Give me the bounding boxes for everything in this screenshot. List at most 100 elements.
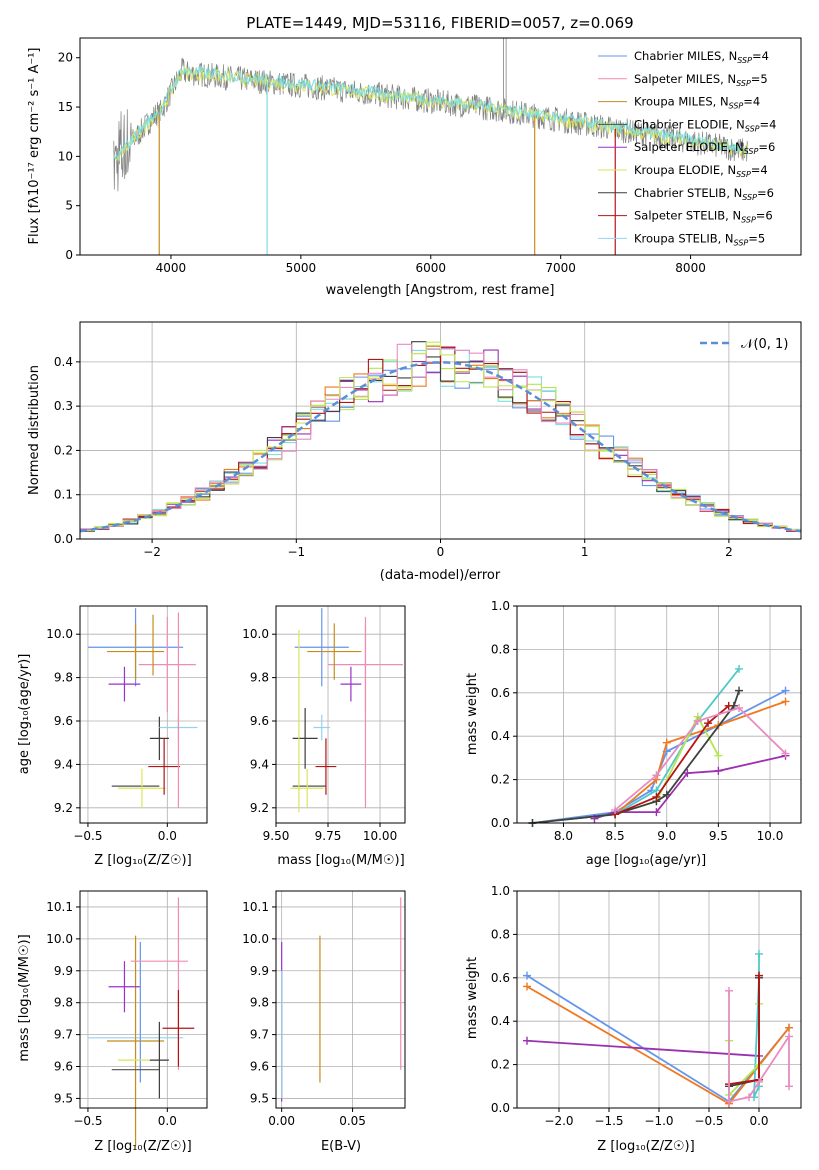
x-tick-label: 10.00: [363, 829, 397, 843]
x-tick-label: 10.0: [757, 829, 784, 843]
spectrum-panel: PLATE=1449, MJD=53116, FIBERID=0057, z=0…: [27, 14, 802, 298]
mass-weight-point: [735, 703, 744, 712]
mass-weight-vs-metallicity-plot: −2.0 −1.5 −1.0 −0.5 0.0 0.0 0.2 0.4 0.6 0.8 1.0: [491, 884, 802, 1128]
x-tick-label: 9.5: [709, 829, 728, 843]
x-tick-label: −0.5: [694, 1114, 723, 1128]
mass-weight-point: [755, 949, 763, 958]
mass-weight-vs-age-panel: 8.0 8.5 9.0 9.5 10.0 0.0 0.2 0.4 0.6 0.8 1.0 age […: [465, 599, 802, 868]
x-tick-label: 5000: [286, 261, 317, 275]
mass-vs-ebv-plot: 0.00 0.05 9.5 9.6 9.7 9.8 9.9 10.0 10.1: [242, 890, 406, 1128]
axes-frame: [79, 605, 208, 824]
y-tick-label: 9.8: [54, 671, 73, 685]
x-tick-label: 8.0: [554, 829, 573, 843]
y-tick-label: 0.4: [54, 355, 73, 369]
age-vs-mass-panel: 9.50 9.75 10.00 9.2 9.4 9.6 9.8 10.0 mass [log₁…: [242, 605, 406, 868]
y-tick-label: 9.4: [250, 757, 269, 771]
mass-weight-point: [781, 686, 790, 695]
plot-area: [290, 608, 403, 813]
mass-vs-ebv-xlabel: E(B-V): [321, 1139, 361, 1154]
y-tick-label: 9.7: [250, 1028, 269, 1042]
mass-weight-point: [704, 719, 713, 728]
mass-weight-point: [781, 749, 790, 758]
x-tick-label: −1.0: [644, 1114, 673, 1128]
spectrum-title: PLATE=1449, MJD=53116, FIBERID=0057, z=0…: [246, 14, 633, 32]
residual-histogram: [80, 341, 801, 532]
mass-weight-vs-age-plot: 8.0 8.5 9.0 9.5 10.0 0.0 0.2 0.4 0.6 0.8 1.0: [491, 599, 802, 843]
x-tick-label: −1.5: [594, 1114, 623, 1128]
y-tick-label: 0: [65, 248, 73, 262]
spectrum-ylabel: Flux [fλ10⁻¹⁷ erg cm⁻² s⁻¹ A⁻¹]: [27, 48, 42, 245]
mass-weight-point: [662, 738, 671, 747]
axes-frame: [79, 890, 208, 1109]
plot-area: [528, 664, 790, 827]
mass-weight-point: [724, 701, 733, 710]
residuals-ylabel: Normed distribution: [27, 365, 42, 495]
x-tick-label: 6000: [415, 261, 446, 275]
x-tick-label: 9.75: [315, 829, 342, 843]
mass-vs-metallicity-plot: −0.5 0.0 9.5 9.6 9.7 9.8 9.9 10.0 10.1: [46, 890, 208, 1147]
age-vs-metallicity-plot: −0.5 0.0 9.2 9.4 9.6 9.8 10.0: [46, 605, 208, 843]
legend-entry: Salpeter ELODIE, NSSP=6: [634, 140, 775, 156]
x-tick-label: 9.0: [657, 829, 676, 843]
x-tick-label: −2: [143, 545, 161, 559]
normal-curve-legend-label: 𝒩(0, 1): [741, 337, 788, 352]
spectrum-legend: Chabrier MILES, NSSP=4 Salpeter MILES, NS…: [598, 49, 776, 247]
mass-weight-point: [785, 1023, 793, 1032]
y-tick-label: 10.0: [242, 932, 269, 946]
axes-frame: [516, 605, 802, 824]
residuals-xlabel: (data-model)/error: [380, 568, 501, 583]
legend-entry: Chabrier MILES, NSSP=4: [634, 49, 769, 65]
age-vs-mass-plot: 9.50 9.75 10.00 9.2 9.4 9.6 9.8 10.0: [242, 605, 406, 843]
y-tick-label: 0.2: [491, 1058, 510, 1072]
plot-area: [79, 341, 802, 533]
y-tick-label: 0.0: [491, 816, 510, 830]
x-tick-label: 0.05: [339, 1114, 366, 1128]
mass-weight-point: [781, 697, 790, 706]
x-tick-label: −1: [287, 545, 305, 559]
y-tick-label: 9.6: [250, 1060, 269, 1074]
y-tick-label: 0.4: [491, 1014, 510, 1028]
y-tick-label: 9.6: [54, 1060, 73, 1074]
y-tick-label: 9.4: [54, 757, 73, 771]
y-tick-label: 9.9: [250, 964, 269, 978]
axes-frame: [275, 890, 406, 1109]
mass-weight-series: [532, 690, 740, 824]
spectrum-plot: 4000 5000 6000 7000 8000 0 5 10 15 20: [58, 37, 802, 275]
mass-weight-point: [683, 769, 692, 778]
residuals-panel: −2 −1 0 1 2 0.0 0.1 0.2 0.3 0.4 (data-model)/erro…: [27, 321, 802, 583]
y-tick-label: 9.8: [250, 671, 269, 685]
y-tick-label: 10.0: [46, 932, 73, 946]
x-tick-label: 0.0: [158, 829, 177, 843]
mass-weight-point: [735, 686, 744, 695]
age-vs-metallicity-panel: −0.5 0.09.29.49.69.810.0 Z [log₁₀(Z/Z☉)] …: [17, 605, 208, 868]
y-tick-label: 10.0: [46, 627, 73, 641]
y-tick-label: 0.2: [54, 443, 73, 457]
x-tick-label: 0.00: [268, 1114, 295, 1128]
y-tick-label: 0.4: [491, 729, 510, 743]
mass-weight-point: [725, 1097, 733, 1106]
y-tick-label: 9.2: [54, 801, 73, 815]
legend-entry: Kroupa ELODIE, NSSP=4: [634, 163, 768, 179]
mass-vs-ebv-panel: 0.00 0.05 9.5 9.6 9.7 9.8 9.9 10.0 10.1 E(B-V): [242, 890, 406, 1154]
mass-weight-vs-age-ylabel: mass weight: [465, 673, 480, 755]
mass-weight-point: [755, 971, 763, 980]
mass-weight-point: [714, 751, 723, 760]
mass-weight-point: [785, 1032, 793, 1041]
plot-area: [87, 897, 195, 1147]
legend-entry: Chabrier ELODIE, NSSP=4: [634, 117, 776, 133]
legend-entry: Chabrier STELIB, NSSP=6: [634, 186, 774, 202]
y-tick-label: 9.7: [54, 1028, 73, 1042]
y-tick-label: 0.6: [491, 971, 510, 985]
mass-weight-series: [526, 1039, 760, 1057]
mass-weight-vs-metallicity-xlabel: Z [log₁₀(Z/Z☉)]: [597, 1139, 694, 1154]
model-spectrum-elodie: [113, 66, 749, 162]
y-tick-label: 0.8: [491, 927, 510, 941]
y-tick-label: 1.0: [491, 884, 510, 898]
mass-vs-metallicity-ylabel: mass [log₁₀(M/M☉)]: [17, 934, 32, 1061]
plot-area: [523, 949, 793, 1108]
mass-weight-vs-age-xlabel: age [log₁₀(age/yr)]: [586, 853, 707, 868]
model-spectrum-stelib: [113, 65, 748, 161]
axes-frame: [275, 605, 406, 824]
